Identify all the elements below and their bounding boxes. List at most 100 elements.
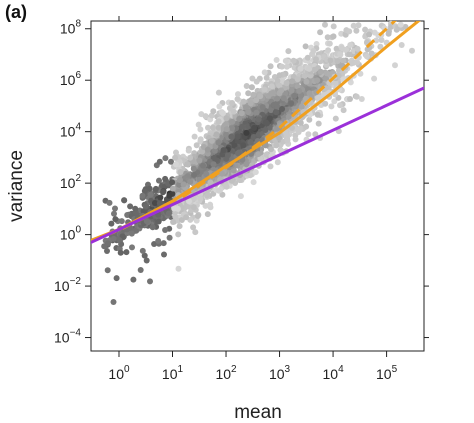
data-point [331,98,338,105]
y-tick-base: 10 [60,175,76,191]
data-point [314,77,321,84]
data-point [322,100,329,107]
data-point [255,151,262,158]
data-point [338,30,345,37]
data-point [203,171,210,178]
data-point [117,249,124,256]
data-point [350,22,357,29]
data-point [304,54,311,61]
data-point [335,72,342,79]
y-tick-label: 102 [60,173,82,191]
y-tick-label: 104 [60,122,82,140]
data-point [116,237,123,243]
data-point [353,27,360,34]
data-point [210,161,217,168]
data-point [291,92,298,99]
data-point [310,48,317,54]
data-point [151,241,158,247]
data-point [279,106,286,112]
data-point [139,247,146,254]
data-point [268,146,274,153]
x-tick-base: 10 [215,366,231,382]
y-tick-label: 106 [60,70,82,88]
data-point [151,200,158,206]
data-point [192,229,199,236]
y-tick-base: 10 [60,72,76,88]
data-point [127,203,134,210]
data-point [273,142,280,149]
data-point [253,109,260,116]
x-tick-exponent: 4 [338,364,344,375]
data-point [213,131,220,138]
data-point [193,217,200,224]
data-point [397,21,404,28]
data-point [353,93,360,100]
data-point [252,169,259,176]
data-point [146,185,153,192]
data-point [392,62,398,69]
data-point [268,107,274,114]
data-point [186,198,192,205]
data-point [357,70,364,77]
data-point [156,158,163,165]
data-point [333,45,340,52]
data-point [340,57,347,64]
data-point [303,78,310,85]
data-point [261,69,268,76]
data-point [371,75,378,82]
data-point [288,87,295,94]
data-point [110,235,117,242]
data-point [313,56,319,63]
data-point [409,47,415,54]
data-point [143,218,150,225]
data-point [251,124,258,131]
data-point [278,63,285,70]
data-point [267,63,274,70]
data-point [220,147,227,154]
data-point [130,276,137,283]
data-point [325,47,332,54]
data-point [317,29,324,36]
data-point [301,72,308,79]
x-tick-base: 10 [376,366,392,382]
data-point [294,76,301,83]
data-point [346,51,353,58]
y-tick-base: 10 [60,124,76,140]
fit-line-3 [91,86,424,244]
data-point [296,88,303,94]
data-point [204,192,211,199]
data-point [226,105,233,112]
data-point [215,89,222,96]
data-point [157,194,164,201]
data-point [195,121,202,128]
data-point [284,137,291,144]
data-point [278,87,285,94]
data-point [290,57,297,64]
data-point [220,110,226,117]
data-point [305,131,312,138]
data-point [355,22,362,29]
data-point [262,119,269,126]
data-point [347,96,353,102]
data-point [289,78,295,85]
data-point [249,75,256,82]
data-point [234,133,241,140]
x-tick-base: 10 [108,366,124,382]
data-point [253,78,260,85]
data-point [176,181,183,188]
data-point [162,227,169,233]
data-point [185,147,192,154]
x-tick-base: 10 [269,366,285,382]
data-point [210,108,217,115]
plot-frame [90,20,425,352]
data-point [197,126,204,133]
data-point [297,120,304,126]
x-axis-label: mean [234,402,282,423]
data-point [322,21,328,28]
x-tick-exponent: 2 [231,364,237,375]
data-point [162,155,169,162]
y-tick-label: 10−4 [54,328,81,346]
y-tick-base: 10 [60,21,76,37]
data-point [166,234,173,241]
data-point [263,74,270,81]
